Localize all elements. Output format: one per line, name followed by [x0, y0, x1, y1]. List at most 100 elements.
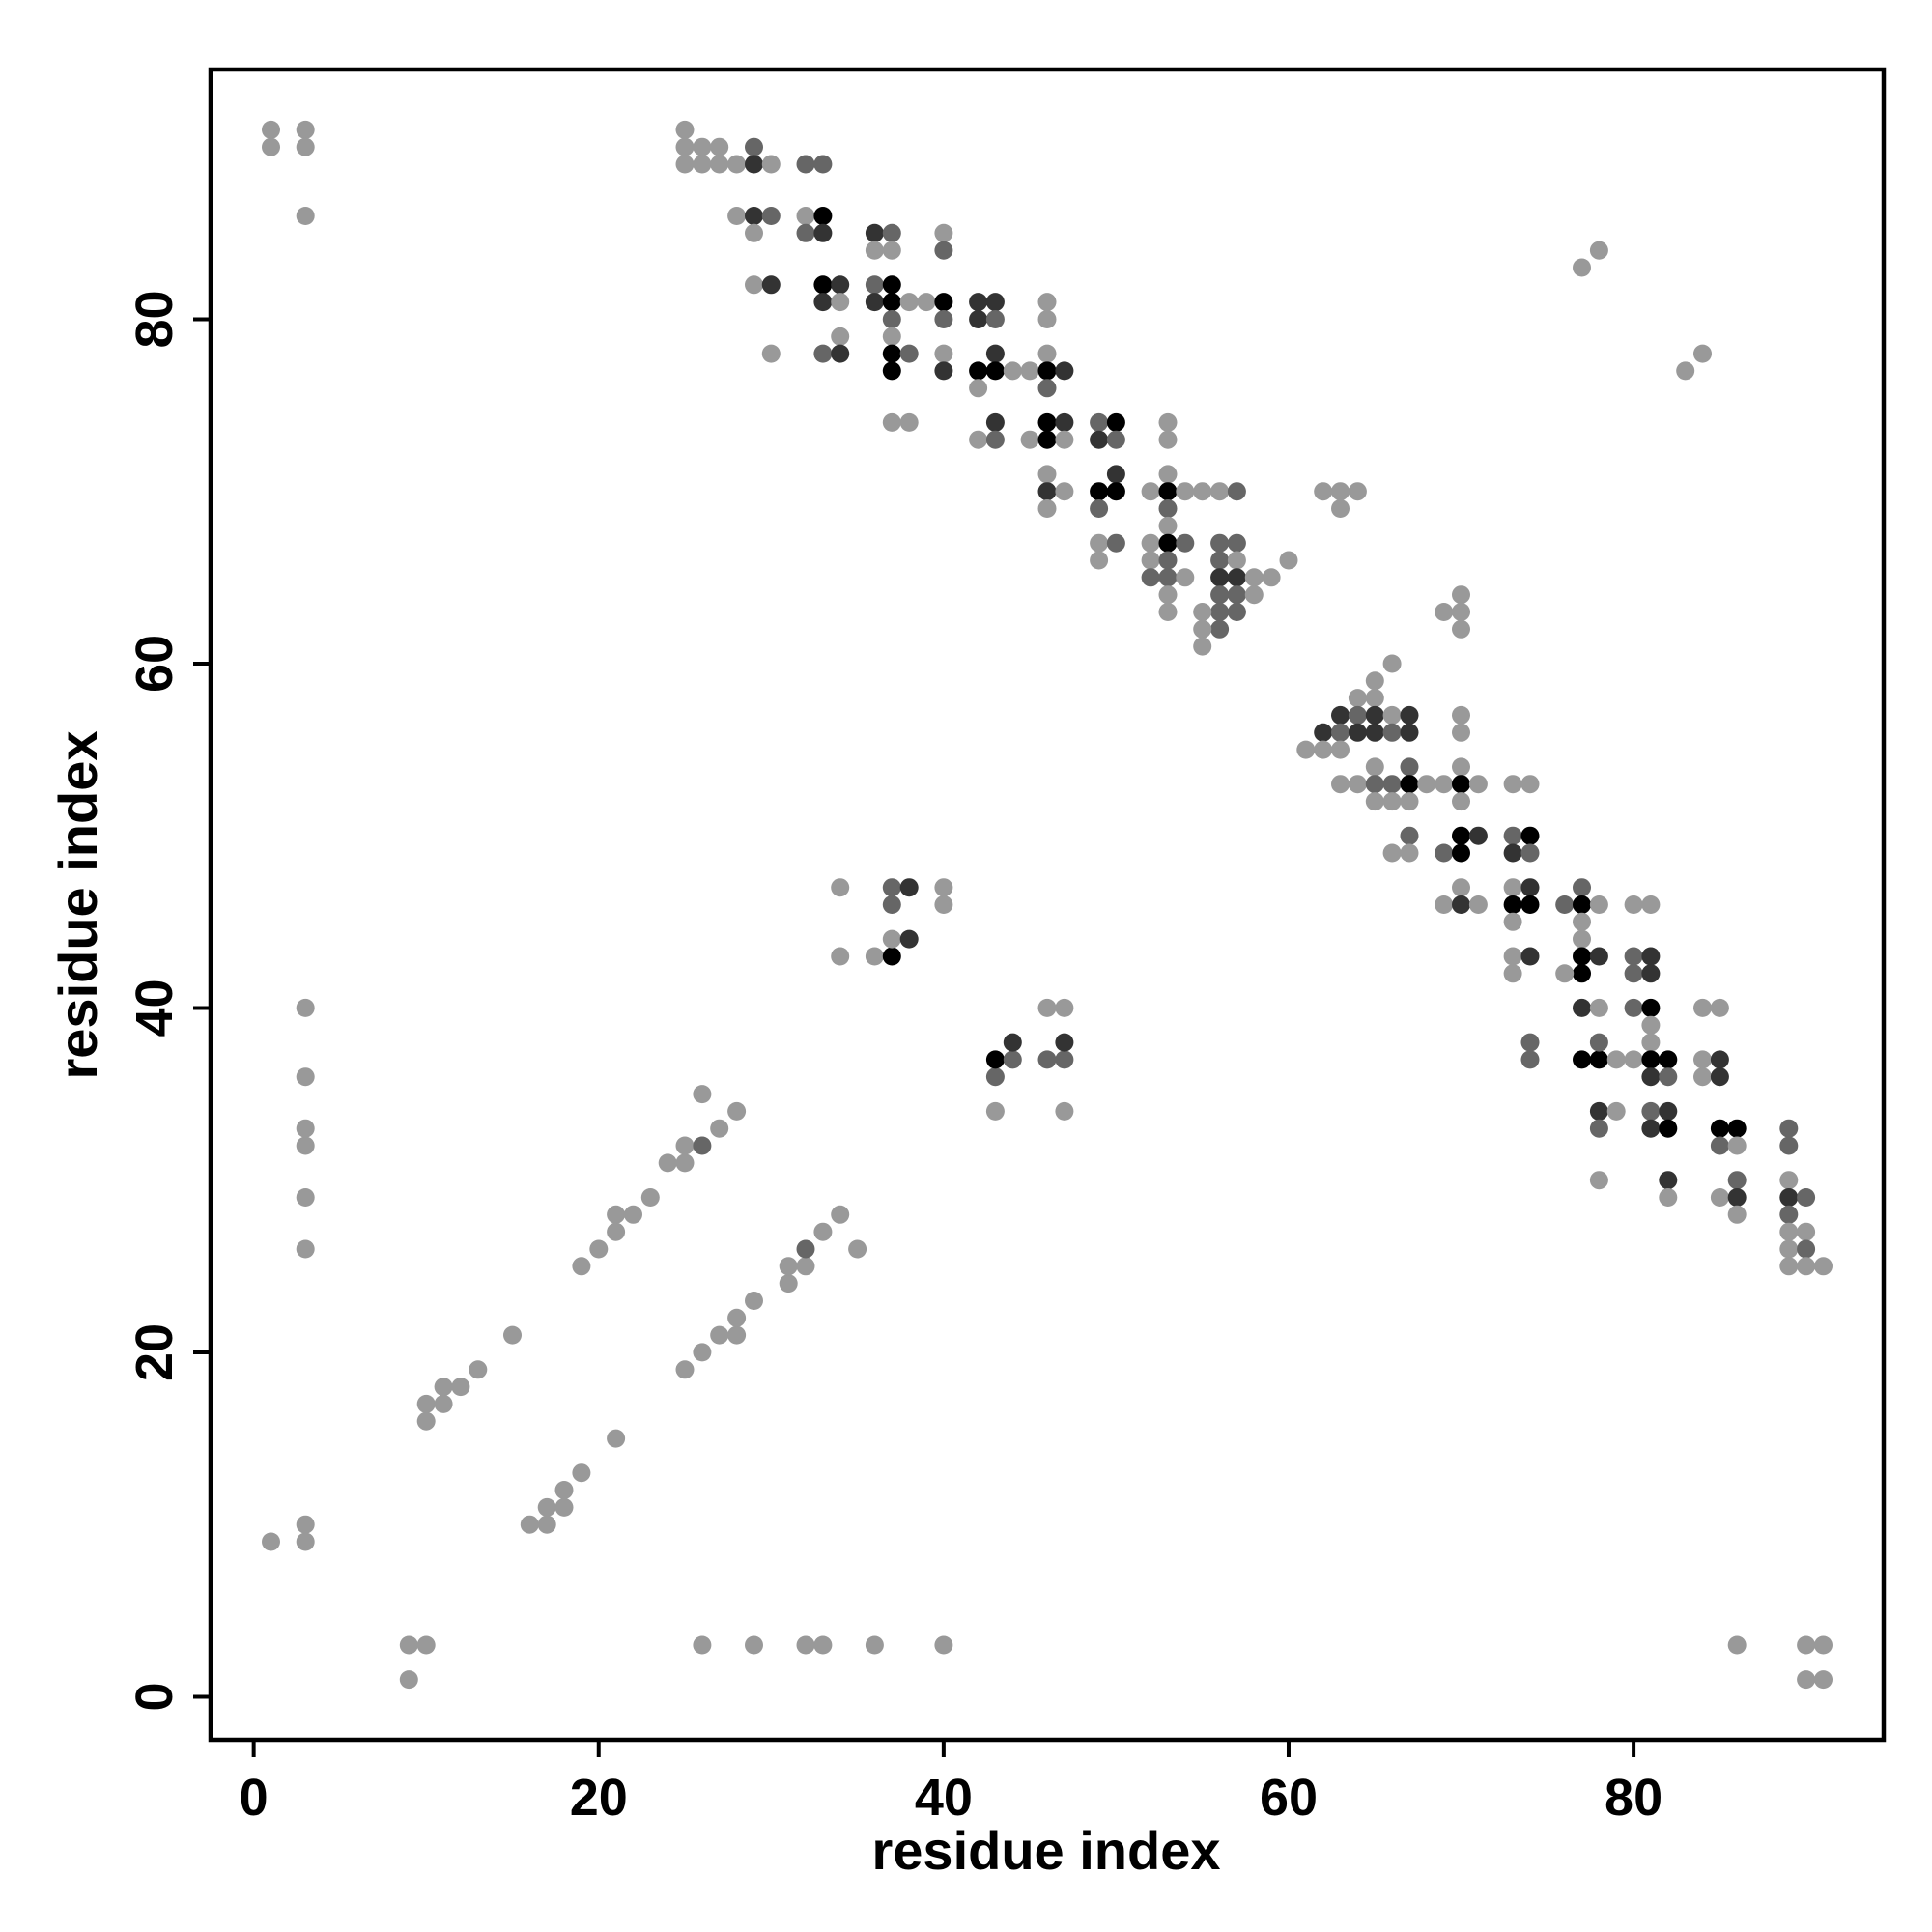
- contact-point: [1797, 1188, 1816, 1207]
- contact-point: [693, 1635, 712, 1655]
- contact-point: [1158, 585, 1178, 605]
- contact-point: [607, 1222, 626, 1241]
- contact-point: [1676, 361, 1695, 381]
- contact-point: [899, 412, 919, 432]
- data-points: [262, 120, 1833, 1690]
- contact-point: [1659, 1188, 1678, 1207]
- contact-point: [675, 1153, 695, 1173]
- contact-point: [1227, 533, 1246, 553]
- contact-point: [1314, 482, 1333, 501]
- contact-point: [934, 223, 953, 242]
- contact-point: [693, 155, 712, 174]
- contact-point: [745, 137, 763, 156]
- contact-point: [1037, 361, 1057, 381]
- contact-point: [296, 1136, 315, 1155]
- contact-point: [675, 155, 695, 174]
- contact-point: [985, 361, 1005, 381]
- contact-point: [1055, 1101, 1074, 1121]
- contact-point: [1435, 895, 1454, 914]
- contact-point: [865, 223, 884, 242]
- contact-point: [796, 223, 815, 242]
- contact-point: [1210, 619, 1230, 639]
- contact-point: [1797, 1670, 1816, 1690]
- contact-point: [1435, 603, 1454, 621]
- contact-point: [1779, 1222, 1799, 1241]
- contact-point: [1037, 998, 1057, 1017]
- contact-point: [1037, 499, 1057, 518]
- contact-point: [1814, 1670, 1833, 1690]
- contact-point: [1779, 1239, 1799, 1259]
- contact-point: [1106, 412, 1125, 432]
- contact-point: [1417, 775, 1436, 794]
- contact-point: [1659, 1101, 1678, 1121]
- contact-point: [710, 155, 729, 174]
- contact-point: [451, 1378, 470, 1397]
- contact-point: [1400, 843, 1419, 863]
- contact-point: [693, 137, 712, 156]
- contact-point: [1641, 947, 1661, 966]
- contact-point: [1693, 998, 1712, 1017]
- contact-point: [745, 1635, 763, 1655]
- contact-point: [969, 361, 988, 381]
- contact-point: [882, 412, 901, 432]
- contact-point: [1176, 533, 1195, 553]
- contact-point: [831, 947, 850, 966]
- contact-point: [934, 878, 953, 897]
- contact-point: [693, 1136, 712, 1155]
- contact-point: [813, 155, 833, 174]
- contact-point: [796, 1239, 815, 1259]
- contact-point: [1641, 1015, 1661, 1035]
- contact-point: [1055, 998, 1074, 1017]
- x-tick-label: 40: [915, 1769, 973, 1827]
- contact-point: [1710, 1067, 1729, 1087]
- contact-point: [796, 155, 815, 174]
- contact-point: [1589, 1119, 1608, 1138]
- contact-point: [1452, 878, 1470, 897]
- contact-point: [1037, 430, 1057, 449]
- contact-point: [1727, 1205, 1747, 1224]
- contact-point: [969, 293, 988, 312]
- contact-point: [1382, 654, 1402, 673]
- contact-point: [1158, 482, 1178, 501]
- contact-point: [745, 207, 763, 225]
- contact-point: [865, 947, 884, 966]
- contact-point: [1797, 1635, 1816, 1655]
- contact-point: [969, 310, 988, 328]
- contact-point: [1227, 603, 1246, 621]
- contact-point: [745, 155, 763, 174]
- contact-point: [831, 344, 850, 363]
- plot-frame: [208, 67, 1887, 1743]
- contact-point: [1090, 551, 1109, 570]
- contact-point: [1797, 1257, 1816, 1276]
- contact-point: [1158, 499, 1178, 518]
- contact-point: [1797, 1239, 1816, 1259]
- contact-point: [1365, 723, 1384, 742]
- contact-point: [1797, 1222, 1816, 1241]
- contact-point: [745, 275, 763, 295]
- contact-point: [416, 1635, 436, 1655]
- contact-point: [1452, 843, 1470, 863]
- contact-point: [710, 137, 729, 156]
- contact-point: [1037, 465, 1057, 484]
- contact-point: [434, 1394, 453, 1413]
- y-tick-label: 0: [126, 1682, 184, 1711]
- contact-point: [1779, 1136, 1799, 1155]
- contact-point: [1210, 551, 1230, 570]
- contact-point: [1468, 775, 1488, 794]
- contact-point: [1573, 258, 1591, 277]
- contact-point: [727, 207, 747, 225]
- x-tick-label: 20: [570, 1769, 628, 1827]
- contact-point: [262, 1532, 280, 1551]
- contact-point: [934, 241, 953, 260]
- contact-point: [985, 1050, 1005, 1069]
- contact-point: [985, 412, 1005, 432]
- contact-point: [1589, 895, 1608, 914]
- x-axis-label: residue index: [871, 1820, 1220, 1881]
- contact-point: [1641, 964, 1661, 983]
- contact-point: [1589, 1101, 1608, 1121]
- contact-point: [1624, 964, 1643, 983]
- contact-point: [1365, 792, 1384, 811]
- contact-point: [813, 207, 833, 225]
- contact-point: [1382, 723, 1402, 742]
- contact-point: [985, 430, 1005, 449]
